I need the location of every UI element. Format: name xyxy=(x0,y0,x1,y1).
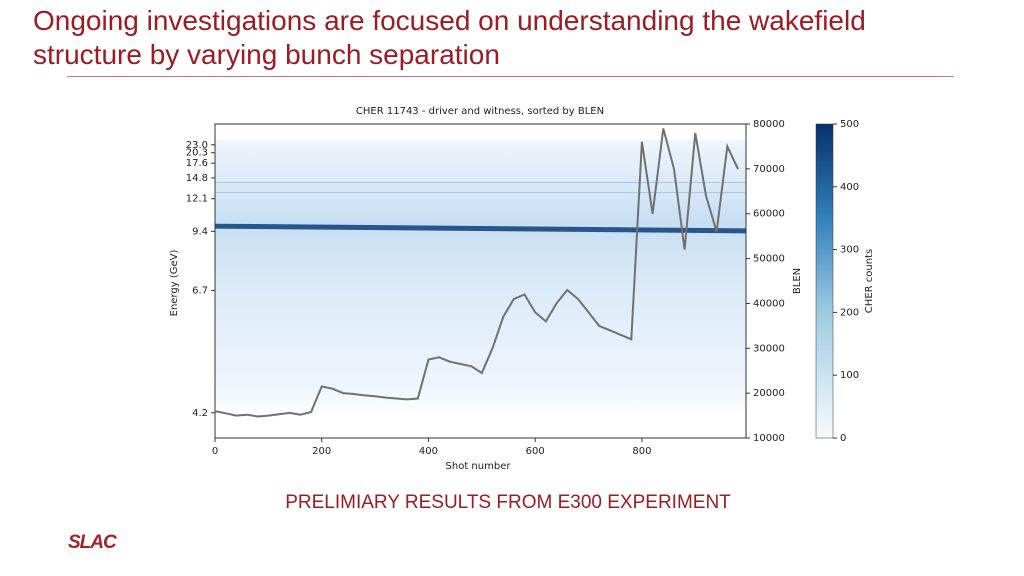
colorbar-tick-label: 0 xyxy=(840,433,846,444)
heatmap-band xyxy=(214,223,747,234)
y-tick-label: 23.0 xyxy=(186,140,208,151)
x-tick-label: 200 xyxy=(312,446,331,457)
y2-tick-label: 40000 xyxy=(753,298,785,309)
y2-tick-label: 10000 xyxy=(753,433,785,444)
y-tick-label: 9.4 xyxy=(192,226,208,237)
y2-tick-label: 20000 xyxy=(753,388,785,399)
x-tick-label: 800 xyxy=(632,446,651,457)
heatmap-line xyxy=(215,182,746,183)
x-tick-label: 400 xyxy=(419,446,438,457)
colorbar-tick-label: 100 xyxy=(840,370,859,381)
y2-tick-label: 30000 xyxy=(753,343,785,354)
y2-axis-label: BLEN xyxy=(792,268,803,294)
colorbar-tick-label: 400 xyxy=(840,182,859,193)
x-tick-label: 0 xyxy=(212,446,218,457)
y2-tick-label: 50000 xyxy=(753,254,785,265)
slide-title: Ongoing investigations are focused on un… xyxy=(33,5,866,70)
y2-tick-label: 70000 xyxy=(753,164,785,175)
y-tick-label: 17.6 xyxy=(186,158,208,169)
logo: SLAC xyxy=(68,532,117,553)
colorbar-tick-label: 300 xyxy=(840,245,859,256)
data-line xyxy=(214,128,739,418)
y-tick-label: 14.8 xyxy=(186,173,208,184)
x-tick-label: 600 xyxy=(526,446,545,457)
y-tick-label: 4.2 xyxy=(192,408,208,419)
y-tick-label: 6.7 xyxy=(192,285,208,296)
y2-tick-label: 80000 xyxy=(753,119,785,130)
chart-title: CHER 11743 - driver and witness, sorted … xyxy=(356,106,604,117)
plot-frame xyxy=(214,123,747,439)
caption: PRELIMIARY RESULTS FROM E300 EXPERIMENT xyxy=(285,492,731,513)
y-tick-label: 12.1 xyxy=(186,194,208,205)
y-axis-label: Energy (GeV) xyxy=(169,250,180,317)
colorbar-tick-label: 200 xyxy=(840,307,859,318)
colorbar-tick-label: 500 xyxy=(840,119,859,130)
title-rule xyxy=(67,76,954,77)
y2-tick-label: 60000 xyxy=(753,209,785,220)
y-tick-label: 20.3 xyxy=(186,148,208,159)
colorbar xyxy=(815,123,834,439)
colorbar-label: CHER counts xyxy=(864,249,875,313)
x-axis-label: Shot number xyxy=(446,461,512,472)
heatmap-line xyxy=(215,192,746,193)
heatmap xyxy=(215,140,746,416)
